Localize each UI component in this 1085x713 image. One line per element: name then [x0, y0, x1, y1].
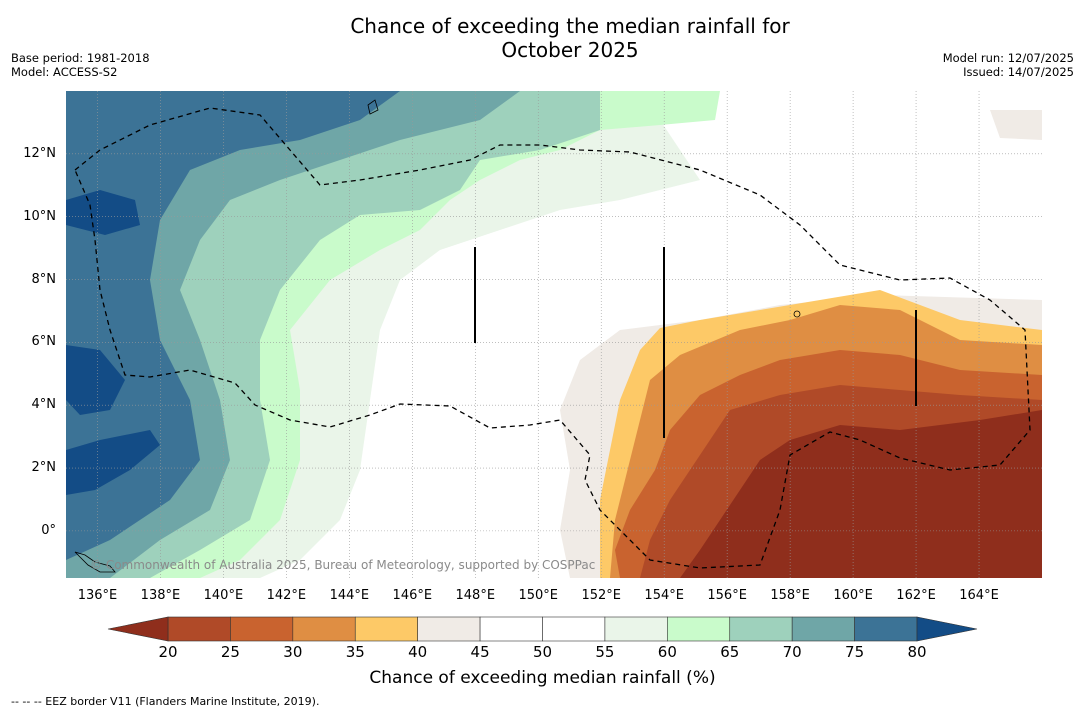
base-period: Base period: 1981-2018	[11, 51, 150, 65]
colorbar-tick: 35	[345, 643, 365, 661]
colorbar-segment	[292, 616, 356, 642]
colorbar-tick: 50	[532, 643, 553, 661]
region-above-85-west	[66, 190, 140, 235]
colorbar-segment	[417, 616, 481, 642]
longitude-label: 138°E	[140, 588, 181, 603]
longitude-label: 146°E	[392, 588, 433, 603]
map-area	[66, 91, 1042, 578]
region-below-20	[680, 410, 1042, 578]
colorbar	[107, 616, 978, 642]
latitude-label: 12°N	[23, 145, 56, 161]
island-outline	[793, 310, 801, 318]
colorbar-segment	[854, 616, 918, 642]
colorbar-title: Chance of exceeding median rainfall (%)	[369, 668, 716, 688]
copyright-credit: © Commonwealth of Australia 2025, Bureau…	[90, 558, 596, 572]
latitude-label: 2°N	[31, 460, 57, 476]
latitude-label: 6°N	[31, 334, 57, 350]
longitude-label: 158°E	[770, 588, 810, 603]
colorbar-tick: 25	[220, 643, 240, 661]
map-title-line2: October 2025	[501, 38, 639, 62]
longitude-label: 160°E	[833, 588, 873, 603]
colorbar-tick: 45	[470, 643, 490, 661]
model-run-date: Model run: 12/07/2025	[942, 51, 1074, 65]
model-name: Model: ACCESS-S2	[11, 65, 118, 79]
colorbar-segment	[604, 616, 668, 642]
run-info: Model run: 12/07/2025 Issued: 14/07/2025	[943, 51, 1074, 79]
colorbar-segment	[479, 616, 543, 642]
colorbar-tick: 30	[283, 643, 303, 661]
latitude-label: 10°N	[23, 208, 56, 224]
colorbar-segment	[354, 616, 418, 642]
colorbar-tick: 20	[158, 643, 178, 661]
island-outline	[367, 99, 379, 115]
eez-border	[74, 107, 1031, 569]
map-title: Chance of exceeding the median rainfall …	[0, 14, 1085, 62]
eez-footnote: -- -- -- EEZ border V11 (Flanders Marine…	[11, 695, 320, 708]
colorbar-tick: 80	[907, 643, 927, 661]
model-info: Base period: 1981-2018 Model: ACCESS-S2	[11, 51, 150, 79]
region-65-70-north	[600, 91, 720, 130]
longitude-label: 150°E	[518, 588, 559, 603]
latitude-label: 0°	[41, 522, 56, 538]
longitude-label: 152°E	[581, 588, 621, 603]
longitude-label: 140°E	[203, 588, 244, 603]
longitude-label: 156°E	[707, 588, 747, 603]
colorbar-low-extension	[107, 616, 169, 642]
island-outline	[74, 551, 116, 573]
colorbar-high-extension	[916, 616, 978, 642]
region-40-45-east	[990, 110, 1042, 140]
longitude-label: 148°E	[455, 588, 496, 603]
colorbar-tick: 65	[720, 643, 740, 661]
longitude-label: 164°E	[959, 588, 999, 603]
colorbar-tick: 75	[845, 643, 865, 661]
colorbar-tick: 60	[657, 643, 677, 661]
longitude-label: 162°E	[896, 588, 936, 603]
longitude-label: 142°E	[266, 588, 307, 603]
colorbar-segment	[230, 616, 294, 642]
colorbar-segment	[667, 616, 731, 642]
latitude-label: 8°N	[31, 271, 57, 287]
colorbar-segment	[167, 616, 231, 642]
latitude-label: 4°N	[31, 397, 57, 413]
colorbar-segment	[791, 616, 855, 642]
colorbar-tick: 40	[408, 643, 428, 661]
colorbar-tick: 70	[782, 643, 802, 661]
region-above-85-south	[66, 430, 160, 495]
colorbar-segment	[542, 616, 606, 642]
map-title-line1: Chance of exceeding the median rainfall …	[350, 14, 790, 38]
longitude-label: 154°E	[644, 588, 684, 603]
longitude-label: 136°E	[77, 588, 118, 603]
longitude-label: 144°E	[329, 588, 370, 603]
issued-date: Issued: 14/07/2025	[963, 65, 1074, 79]
colorbar-tick: 55	[595, 643, 615, 661]
region-above-85-sw	[66, 345, 125, 415]
colorbar-segment	[729, 616, 793, 642]
